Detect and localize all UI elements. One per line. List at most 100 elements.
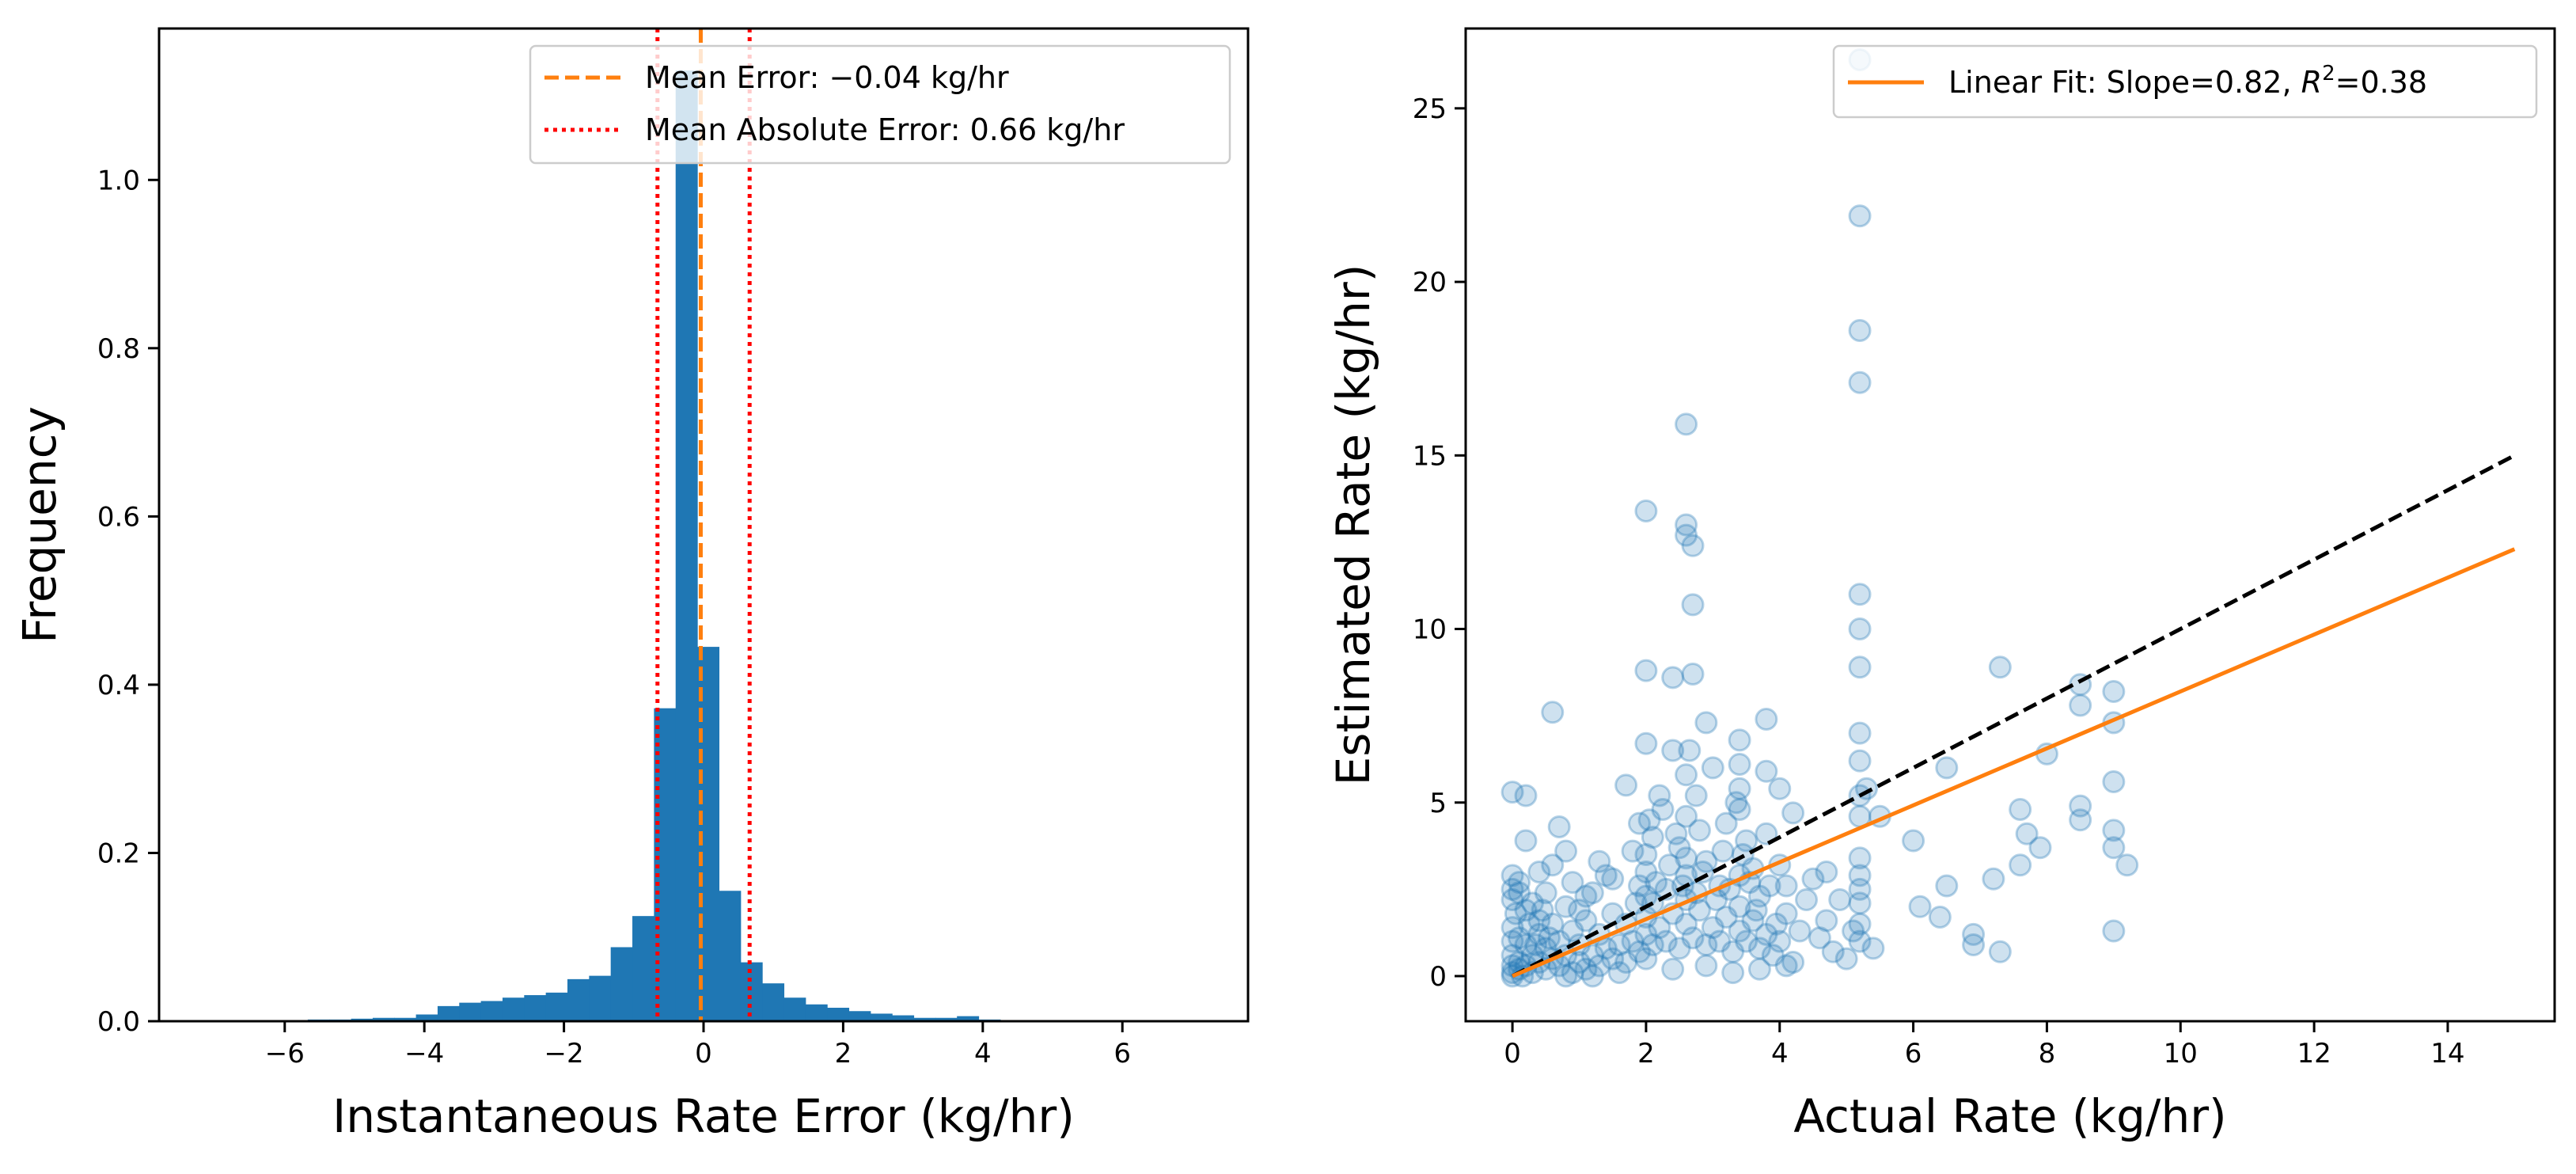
scatter-point [1627, 940, 1651, 963]
scatter-point [1728, 777, 1751, 800]
scatter-point [1848, 929, 1872, 953]
scatter-point [1517, 912, 1541, 936]
scatter-y-tick-label: 5 [1429, 788, 1447, 819]
histogram-bar [783, 997, 806, 1021]
scatter-point [1554, 839, 1578, 863]
identity-line [1511, 454, 2516, 978]
scatter-point [1634, 499, 1658, 522]
scatter-point [1607, 961, 1631, 985]
scatter-point [1694, 711, 1718, 735]
scatter-point [1607, 933, 1631, 957]
scatter-point [1514, 899, 1538, 922]
scatter-point [1848, 655, 1872, 679]
scatter-point [1701, 916, 1724, 940]
scatter-point [1694, 849, 1718, 873]
scatter-point [1667, 937, 1691, 960]
histogram-legend: Mean Error: −0.04 kg/hr Mean Absolute Er… [529, 44, 1231, 165]
scatter-point [1645, 871, 1668, 895]
histogram-bar [827, 1007, 850, 1021]
scatter-point [1675, 412, 1698, 436]
scatter-point [1681, 534, 1705, 557]
scatter-x-ticks: 0 2 4 6 8 10 12 14 [1504, 1021, 2465, 1070]
scatter-point [1641, 826, 1664, 849]
histogram-x-tick-label: −2 [544, 1038, 584, 1070]
scatter-legend-box [1832, 44, 2538, 119]
scatter-point [1508, 926, 1531, 950]
scatter-point [2102, 836, 2126, 860]
scatter-point [1541, 853, 1565, 877]
histogram-bar [805, 1004, 828, 1021]
scatter-x-tick-label: 6 [1905, 1038, 1922, 1070]
scatter-y-tick-label: 25 [1413, 93, 1447, 125]
scatter-point [1902, 829, 1925, 853]
scatter-point [1687, 899, 1711, 922]
scatter-point [1561, 871, 1584, 895]
histogram-x-tick-label: −6 [265, 1038, 305, 1070]
scatter-point [1761, 944, 1785, 967]
scatter-point [1634, 659, 1658, 682]
scatter-x-tick-label: 8 [2039, 1038, 2056, 1070]
scatter-point [1580, 881, 1604, 905]
scatter-x-tick-label: 0 [1504, 1038, 1521, 1070]
scatter-point [1634, 947, 1658, 971]
scatter-point [1675, 523, 1698, 547]
scatter-point [1678, 739, 1702, 762]
histogram-bar [957, 1016, 980, 1021]
histogram-y-tick-label: 1.0 [97, 165, 140, 196]
scatter-point [1747, 884, 1771, 908]
scatter-point [1588, 849, 1611, 873]
scatter-point [1808, 926, 1831, 950]
scatter-point [1687, 819, 1711, 842]
scatter-point [1848, 721, 1872, 745]
histogram-bar [415, 1014, 438, 1021]
scatter-point [1691, 860, 1715, 883]
scatter-point [2102, 679, 2126, 703]
scatter-point [2115, 853, 2139, 877]
histogram-bar [545, 992, 568, 1021]
scatter-point [1755, 822, 1778, 845]
scatter-point [1574, 909, 1598, 933]
legend-mean-error-label: Mean Error: −0.04 kg/hr [645, 60, 1009, 95]
scatter-point [1621, 929, 1645, 953]
scatter-point [1708, 929, 1732, 953]
scatter-point [1561, 919, 1584, 943]
scatter-point [1701, 756, 1724, 780]
scatter-point [1624, 891, 1648, 915]
scatter-point [1728, 753, 1751, 777]
scatter-x-tick-label: 10 [2164, 1038, 2198, 1070]
scatter-point [1614, 773, 1638, 797]
scatter-point [1504, 902, 1527, 925]
scatter-y-tick-label: 10 [1413, 614, 1447, 646]
scatter-point [1520, 891, 1544, 915]
histogram-y-axis-label: Frequency [13, 406, 66, 644]
histogram-bar [524, 995, 547, 1021]
scatter-point [1527, 909, 1551, 933]
scatter-point [1508, 881, 1531, 905]
scatter-point [1848, 583, 1872, 606]
scatter-point [1714, 905, 1738, 929]
scatter-point [1815, 860, 1838, 883]
scatter-point [1621, 839, 1645, 863]
scatter-point [1648, 784, 1671, 807]
scatter-point [1675, 513, 1698, 537]
scatter-point [1735, 829, 1758, 853]
scatter-point [1988, 655, 2012, 679]
scatter-point [1524, 933, 1548, 957]
scatter-point [1651, 798, 1675, 822]
scatter-point [1848, 877, 1872, 901]
histogram-x-tick-label: 2 [835, 1038, 852, 1070]
scatter-point [1781, 950, 1805, 974]
histogram-bar [913, 1017, 936, 1021]
histogram-y-tick-label: 0.0 [97, 1006, 140, 1038]
scatter-y-tick-label: 0 [1429, 961, 1447, 993]
scatter-point [1815, 909, 1838, 933]
scatter-point [1601, 947, 1625, 971]
scatter-point [1728, 728, 1751, 752]
scatter-point [1758, 874, 1781, 898]
histogram-y-tick-label: 0.4 [97, 670, 140, 701]
histogram-x-tick-label: 6 [1113, 1038, 1131, 1070]
histogram-bar [394, 1017, 417, 1021]
scatter-point [1848, 370, 1872, 394]
scatter-x-tick-label: 12 [2297, 1038, 2331, 1070]
scatter-point [1547, 815, 1571, 838]
